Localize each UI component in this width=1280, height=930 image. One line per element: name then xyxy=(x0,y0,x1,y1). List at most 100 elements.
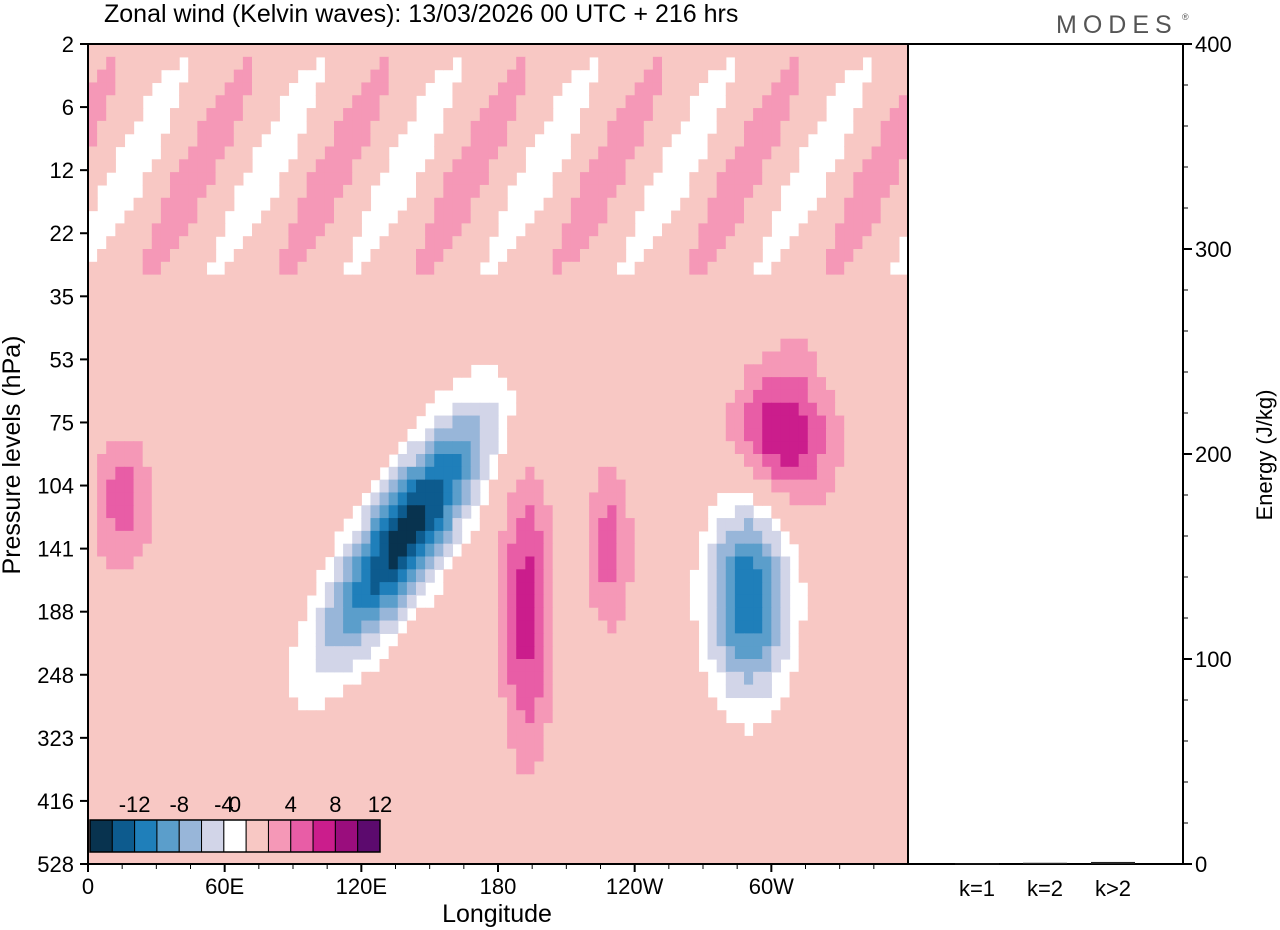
heatmap-cell xyxy=(698,172,709,186)
heatmap-cell xyxy=(233,492,244,506)
heatmap-cell xyxy=(689,428,700,442)
heatmap-cell xyxy=(589,300,599,314)
heatmap-cell xyxy=(88,697,98,711)
heatmap-cell xyxy=(798,799,809,814)
heatmap-cell xyxy=(753,787,763,801)
heatmap-cell xyxy=(233,774,244,788)
heatmap-cell xyxy=(270,210,280,224)
heatmap-cell xyxy=(416,389,426,404)
heatmap-cell xyxy=(844,697,854,711)
heatmap-cell xyxy=(97,120,107,135)
heatmap-cell xyxy=(416,671,426,686)
heatmap-cell xyxy=(488,799,499,814)
heatmap-cell xyxy=(898,351,908,365)
heatmap-cell xyxy=(516,518,526,532)
heatmap-cell xyxy=(671,569,681,583)
heatmap-cell xyxy=(835,236,845,250)
heatmap-cell xyxy=(224,466,235,481)
heatmap-cell xyxy=(880,223,891,237)
heatmap-cell xyxy=(680,210,690,224)
heatmap-cell xyxy=(525,428,536,442)
heatmap-cell xyxy=(762,82,772,96)
heatmap-cell xyxy=(488,697,499,711)
heatmap-cell xyxy=(206,133,217,148)
heatmap-cell xyxy=(279,518,290,532)
heatmap-cell xyxy=(443,146,454,160)
heatmap-cell xyxy=(780,351,791,365)
heatmap-cell xyxy=(826,428,836,442)
heatmap-cell xyxy=(771,133,782,148)
heatmap-cell xyxy=(643,735,654,750)
heatmap-cell xyxy=(789,95,800,109)
heatmap-cell xyxy=(844,607,854,622)
heatmap-cell xyxy=(607,659,618,673)
heatmap-cell xyxy=(734,799,745,814)
heatmap-cell xyxy=(652,492,663,506)
heatmap-cell xyxy=(771,82,782,96)
heatmap-cell xyxy=(753,684,763,699)
heatmap-cell xyxy=(552,261,563,276)
heatmap-cell xyxy=(543,607,554,622)
heatmap-cell xyxy=(753,377,763,391)
heatmap-cell xyxy=(744,646,754,660)
heatmap-cell xyxy=(443,799,454,814)
heatmap-cell xyxy=(288,774,299,788)
heatmap-cell xyxy=(807,338,818,353)
heatmap-cell xyxy=(315,441,326,455)
heatmap-cell xyxy=(179,799,189,814)
heatmap-cell xyxy=(616,108,627,122)
heatmap-cell xyxy=(835,607,845,622)
heatmap-cell xyxy=(734,223,745,237)
heatmap-cell xyxy=(97,377,107,391)
heatmap-cell xyxy=(643,543,654,558)
heatmap-cell xyxy=(361,184,372,199)
heatmap-cell xyxy=(361,466,372,481)
heatmap-cell xyxy=(862,710,873,724)
heatmap-cell xyxy=(780,492,791,506)
heatmap-cell xyxy=(598,300,608,314)
heatmap-cell xyxy=(689,812,700,827)
heatmap-cell xyxy=(607,223,618,237)
heatmap-cell xyxy=(498,300,508,314)
heatmap-cell xyxy=(97,556,107,570)
heatmap-cell xyxy=(844,812,854,827)
heatmap-cell xyxy=(625,325,636,340)
heatmap-cell xyxy=(871,146,882,160)
heatmap-cell xyxy=(771,633,782,647)
heatmap-cell xyxy=(744,684,754,699)
heatmap-cell xyxy=(716,274,727,289)
heatmap-cell xyxy=(324,582,335,596)
heatmap-cell xyxy=(753,56,763,71)
heatmap-cell xyxy=(479,710,490,724)
heatmap-cell xyxy=(816,518,827,532)
heatmap-cell xyxy=(370,364,381,378)
heatmap-cell xyxy=(151,671,162,686)
heatmap-cell xyxy=(798,569,809,583)
heatmap-cell xyxy=(261,505,271,519)
heatmap-cell xyxy=(516,723,526,737)
heatmap-cell xyxy=(379,812,390,827)
heatmap-cell xyxy=(160,249,171,263)
heatmap-cell xyxy=(744,210,754,224)
heatmap-cell xyxy=(607,723,618,737)
heatmap-cell xyxy=(561,748,572,763)
heatmap-cell xyxy=(388,530,399,545)
heatmap-cell xyxy=(534,812,545,827)
heatmap-cell xyxy=(188,249,198,263)
heatmap-cell xyxy=(197,671,208,686)
heatmap-cell xyxy=(206,479,217,494)
heatmap-cell xyxy=(306,133,317,148)
heatmap-cell xyxy=(598,710,608,724)
heatmap-cell xyxy=(324,172,335,186)
heatmap-cell xyxy=(370,620,381,634)
heatmap-cell xyxy=(324,761,335,775)
heatmap-cell xyxy=(425,799,435,814)
heatmap-cell xyxy=(242,761,253,775)
heatmap-cell xyxy=(160,646,171,660)
heatmap-cell xyxy=(725,338,736,353)
heatmap-cell xyxy=(880,120,891,135)
heatmap-cell xyxy=(397,338,408,353)
heatmap-cell xyxy=(288,582,299,596)
heatmap-cell xyxy=(589,44,599,58)
heatmap-cell xyxy=(324,108,335,122)
